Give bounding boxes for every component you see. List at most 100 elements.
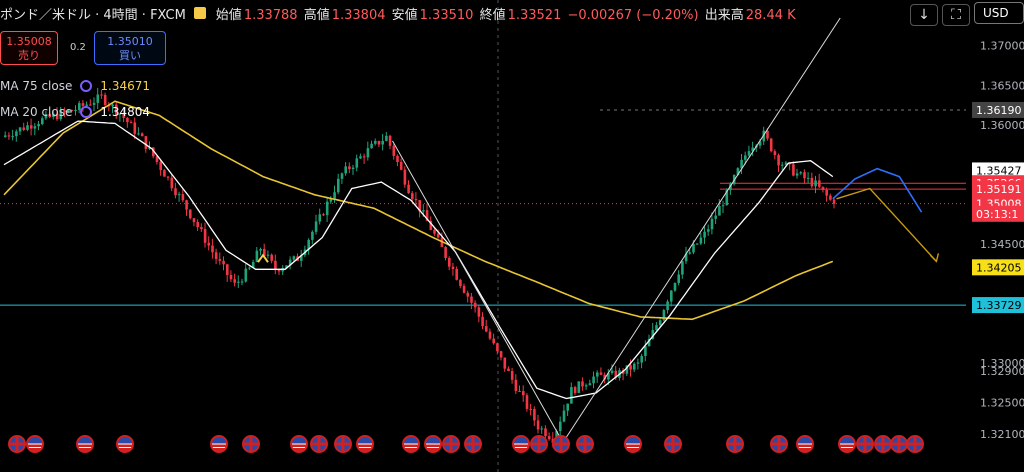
candle-body <box>388 135 392 146</box>
price-axis-bg <box>966 0 1024 472</box>
candle-body <box>762 130 766 142</box>
candle-body <box>26 125 29 130</box>
candle-body <box>740 159 743 169</box>
candle-body <box>644 346 647 356</box>
uk-flag-icon[interactable] <box>726 435 744 453</box>
axis-badge-bg <box>972 162 1024 179</box>
trendline-1 <box>558 17 841 449</box>
candle-body <box>444 246 447 258</box>
open-label: 始値 <box>215 7 242 23</box>
expand-icon[interactable]: ⛶ <box>942 4 970 26</box>
us-flag-icon[interactable] <box>26 435 44 453</box>
uk-flag-icon[interactable] <box>334 435 352 453</box>
candle-body <box>721 205 725 207</box>
candle-body <box>288 259 292 266</box>
candle-body <box>459 279 462 286</box>
indicator-ma75[interactable]: MA 75 close 1.34671 <box>0 79 150 93</box>
candle-body <box>422 210 425 212</box>
buy-label: 買い <box>119 49 141 62</box>
buy-button[interactable]: 1.35010 買い <box>94 31 166 65</box>
uk-flag-icon[interactable] <box>906 435 924 453</box>
spread-value: 0.2 <box>70 42 86 53</box>
candle-body <box>63 110 66 112</box>
uk-flag-icon[interactable] <box>464 435 482 453</box>
candle-body <box>781 164 784 166</box>
candle-body <box>325 201 329 216</box>
candle-body <box>403 169 407 185</box>
axis-badge-label: 1.36190 <box>976 104 1022 117</box>
candle-body <box>362 156 366 158</box>
us-flag-icon[interactable] <box>796 435 814 453</box>
candle-body <box>803 172 806 179</box>
uk-flag-icon[interactable] <box>770 435 788 453</box>
us-flag-icon[interactable] <box>838 435 856 453</box>
candle-body <box>233 279 236 283</box>
candle-body <box>633 363 636 370</box>
down-arrow-icon[interactable]: ↓ <box>910 4 938 26</box>
candle-body <box>377 140 381 145</box>
candle-body <box>166 176 170 178</box>
candle-body <box>655 325 658 331</box>
candle-body <box>59 110 63 120</box>
us-flag-icon[interactable] <box>356 435 374 453</box>
uk-flag-icon[interactable] <box>242 435 260 453</box>
volume-label: 出来高 <box>704 7 744 23</box>
uk-flag-icon[interactable] <box>856 435 874 453</box>
candle-body <box>163 170 166 177</box>
uk-flag-icon[interactable] <box>442 435 460 453</box>
ma75-value: 1.34671 <box>100 79 150 93</box>
candle-body <box>170 177 174 189</box>
us-flag-icon[interactable] <box>512 435 530 453</box>
candle-body <box>599 372 603 375</box>
candle-body <box>29 125 33 129</box>
uk-flag-icon[interactable] <box>310 435 328 453</box>
candle-body <box>192 218 196 223</box>
us-flag-icon[interactable] <box>624 435 642 453</box>
uk-flag-icon[interactable] <box>552 435 570 453</box>
candle-body <box>466 292 470 297</box>
axis-badge-label: 1.35427 <box>976 164 1022 177</box>
indicator-ma20[interactable]: MA 20 close 1.34804 <box>0 105 150 119</box>
candle-body <box>795 173 799 176</box>
volume-value: 28.44 K <box>745 7 796 23</box>
candle-body <box>462 285 466 293</box>
candle-body <box>425 210 429 221</box>
ma20-value: 1.34804 <box>100 105 150 119</box>
candle-body <box>662 310 666 321</box>
candle-body <box>103 94 107 105</box>
candle-body <box>240 281 244 283</box>
us-flag-icon[interactable] <box>424 435 442 453</box>
loading-icon <box>80 80 93 92</box>
candle-body <box>477 307 481 317</box>
currency-selector[interactable]: USD <box>974 2 1024 24</box>
candle-body <box>518 390 521 392</box>
projection-arrowhead <box>929 253 940 263</box>
candle-body <box>244 268 248 282</box>
uk-flag-icon[interactable] <box>576 435 594 453</box>
candle-body <box>214 252 218 260</box>
candle-body <box>52 113 55 118</box>
candle-body <box>133 122 137 134</box>
candle-body <box>155 156 159 163</box>
uk-flag-icon[interactable] <box>664 435 682 453</box>
candle-body <box>766 130 769 139</box>
us-flag-icon[interactable] <box>116 435 134 453</box>
symbol-title[interactable]: ポンド／米ドル · 4時間 · FXCM <box>0 7 186 23</box>
us-flag-icon[interactable] <box>76 435 94 453</box>
us-flag-icon[interactable] <box>210 435 228 453</box>
loading-icon <box>80 106 93 118</box>
price-tick-label: 1.34500 <box>980 238 1024 251</box>
us-flag-icon[interactable] <box>290 435 308 453</box>
candle-body <box>673 282 677 291</box>
candle-body <box>340 173 344 179</box>
candle-body <box>433 229 436 234</box>
sell-button[interactable]: 1.35008 売り <box>0 31 58 65</box>
us-flag-icon[interactable] <box>402 435 420 453</box>
candle-body <box>385 135 388 141</box>
uk-flag-icon[interactable] <box>530 435 548 453</box>
candle-body <box>725 190 729 206</box>
uk-flag-icon[interactable] <box>8 435 26 453</box>
candle-body <box>11 136 14 138</box>
candle-body <box>592 376 595 384</box>
